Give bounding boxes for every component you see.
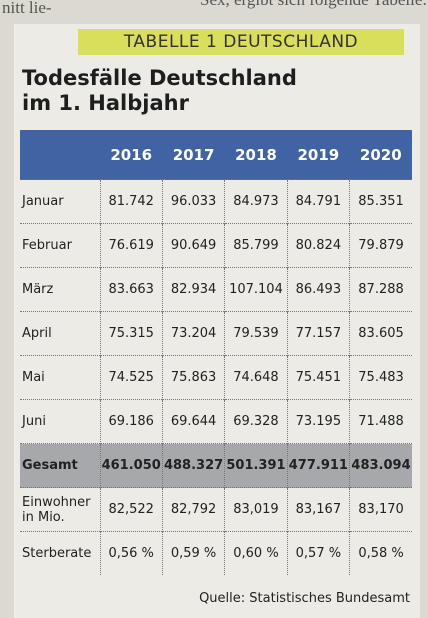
table: 2016 2017 2018 2019 2020 Januar 81.742 96.033 8… <box>20 130 412 575</box>
cell: 483.094 <box>349 443 412 488</box>
header-cell: 2018 <box>224 130 288 180</box>
header-cell: 2019 <box>287 130 350 180</box>
cell: 69.644 <box>161 399 225 444</box>
cell: 74.525 <box>99 355 163 400</box>
cell: 461.050 <box>99 443 163 488</box>
cell: 75.483 <box>349 355 412 400</box>
table-label: TABELLE 1 DEUTSCHLAND <box>78 29 404 55</box>
table-body: Januar 81.742 96.033 84.973 84.791 85.351 Febr… <box>20 179 412 575</box>
cell: 0,56 % <box>99 531 163 575</box>
cell: 488.327 <box>161 443 225 488</box>
cell: 79.879 <box>349 223 412 268</box>
cell: 87.288 <box>349 267 412 312</box>
header-cell: 2016 <box>100 130 163 180</box>
cell: 96.033 <box>161 179 225 224</box>
cell: 73.204 <box>161 311 225 356</box>
cell: 477.911 <box>286 443 350 488</box>
cell: 83,019 <box>224 487 288 532</box>
table-row: Mai 74.525 75.863 74.648 75.451 75.483 <box>20 355 412 400</box>
header-cell: 2017 <box>162 130 225 180</box>
cell: 82,792 <box>161 487 225 532</box>
cell: 69.186 <box>99 399 163 444</box>
header-row: 2016 2017 2018 2019 2020 <box>20 130 412 180</box>
cell: 85.351 <box>349 179 412 224</box>
cell: 90.649 <box>161 223 225 268</box>
cell: 76.619 <box>99 223 163 268</box>
table-row: April 75.315 73.204 79.539 77.157 83.605 <box>20 311 412 356</box>
table-row: Gesamt 461.050 488.327 501.391 477.911 483.09… <box>20 443 412 488</box>
title-line: im 1. Halbjahr <box>22 91 189 115</box>
cell: 86.493 <box>286 267 350 312</box>
cell: 501.391 <box>224 443 288 488</box>
row-label: Einwohner in Mio. <box>20 487 100 532</box>
cell: 75.451 <box>286 355 350 400</box>
cell: 69.328 <box>224 399 288 444</box>
title-line: Todesfälle Deutschland <box>22 66 297 90</box>
row-label: Gesamt <box>20 443 100 488</box>
row-label: März <box>20 267 100 312</box>
cell: 75.863 <box>161 355 225 400</box>
cell: 85.799 <box>224 223 288 268</box>
cell: 75.315 <box>99 311 163 356</box>
cell: 71.488 <box>349 399 412 444</box>
cell: 80.824 <box>286 223 350 268</box>
cell: 77.157 <box>286 311 350 356</box>
cell: 81.742 <box>99 179 163 224</box>
cell: 0,58 % <box>349 531 412 575</box>
row-label: Sterberate <box>20 531 100 575</box>
cell: 82,522 <box>99 487 163 532</box>
cell: 83.663 <box>99 267 163 312</box>
table-row: Sterberate 0,56 % 0,59 % 0,60 % 0,57 % 0,58 % <box>20 531 412 575</box>
table-row: Januar 81.742 96.033 84.973 84.791 85.351 <box>20 179 412 224</box>
cell: 84.791 <box>286 179 350 224</box>
cell: 83,167 <box>286 487 350 532</box>
title: Todesfälle Deutschland im 1. Halbjahr <box>22 66 297 116</box>
cell: 79.539 <box>224 311 288 356</box>
table-row: Juni 69.186 69.644 69.328 73.195 71.488 <box>20 399 412 444</box>
cell: 83,170 <box>349 487 412 532</box>
cell: 0,59 % <box>161 531 225 575</box>
background-text: nitt lie- <box>2 0 52 17</box>
table-row: März 83.663 82.934 107.104 86.493 87.288 <box>20 267 412 312</box>
header-cell: 2020 <box>349 130 412 180</box>
row-label: Juni <box>20 399 100 444</box>
cell: 0,60 % <box>224 531 288 575</box>
table-row: Februar 76.619 90.649 85.799 80.824 79.879 <box>20 223 412 268</box>
table-row: Einwohner in Mio. 82,522 82,792 83,019 83,16… <box>20 487 412 532</box>
row-label: Januar <box>20 179 100 224</box>
row-label: Februar <box>20 223 100 268</box>
cell: 107.104 <box>224 267 288 312</box>
header-corner <box>20 130 100 180</box>
cell: 0,57 % <box>286 531 350 575</box>
row-label: Mai <box>20 355 100 400</box>
cell: 74.648 <box>224 355 288 400</box>
row-label: April <box>20 311 100 356</box>
cell: 73.195 <box>286 399 350 444</box>
cell: 83.605 <box>349 311 412 356</box>
source: Quelle: Statistisches Bundesamt <box>199 591 410 606</box>
cell: 84.973 <box>224 179 288 224</box>
cell: 82.934 <box>161 267 225 312</box>
background-text: Sex, ergibt sich folgende Tabelle: <box>200 0 427 10</box>
